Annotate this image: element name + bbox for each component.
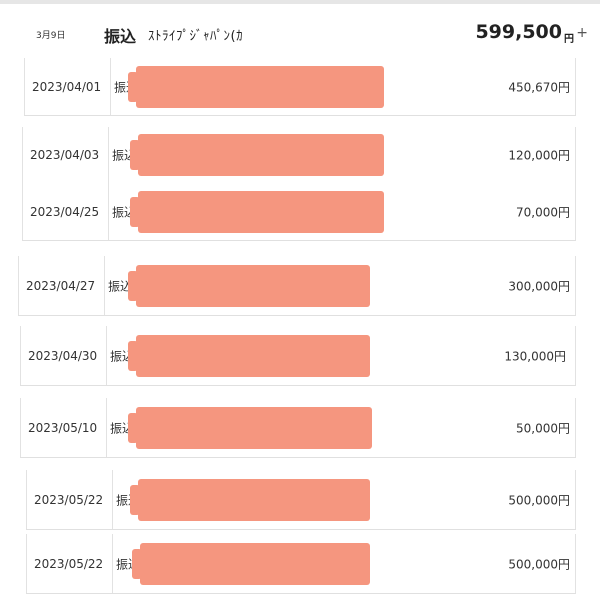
row-border <box>26 470 27 530</box>
transaction-amount: 130,000円 <box>504 349 566 364</box>
row-divider <box>26 593 576 594</box>
expand-icon[interactable]: + <box>576 25 588 41</box>
row-divider <box>20 385 576 386</box>
row-border <box>575 398 576 458</box>
row-divider <box>22 240 576 241</box>
transaction-row[interactable]: 2023/04/03 振込 120,000円 <box>22 127 576 183</box>
row-separator <box>110 58 111 116</box>
transaction-date: 2023/04/30 <box>28 349 98 363</box>
row-border <box>575 470 576 530</box>
row-separator <box>106 398 107 458</box>
transaction-header[interactable]: 3月9日 振込 ｽﾄﾗｲﾌﾟｼﾞｬﾊﾟﾝ(ｶ 599,500 円 + <box>0 14 600 54</box>
redaction-mark <box>130 134 384 176</box>
transaction-amount: 50,000円 <box>515 421 570 436</box>
row-border <box>20 398 21 458</box>
row-divider <box>20 457 576 458</box>
transaction-date: 2023/04/03 <box>30 148 100 162</box>
transaction-row[interactable]: 2023/04/25 振込 70,000円 <box>22 183 576 241</box>
row-separator <box>104 256 105 316</box>
row-border <box>575 183 576 241</box>
redaction-mark <box>132 543 370 585</box>
transaction-date: 2023/05/22 <box>34 493 104 507</box>
row-border <box>22 127 23 183</box>
transaction-amount: 500,000円 <box>508 493 570 508</box>
header-currency: 円 <box>564 34 574 45</box>
redaction-mark <box>130 191 384 233</box>
row-border <box>22 183 23 241</box>
header-type: 振込 <box>104 27 137 46</box>
row-separator <box>112 470 113 530</box>
transaction-row[interactable]: 2023/05/10 振込 50,000円 <box>20 398 576 458</box>
redaction-mark <box>128 335 370 377</box>
row-border <box>575 256 576 316</box>
row-separator <box>108 127 109 183</box>
transaction-date: 2023/05/22 <box>34 557 104 571</box>
row-divider <box>18 315 576 316</box>
transaction-row[interactable]: 2023/04/01 振込 450,670円 <box>24 58 576 116</box>
header-amount: 599,500 <box>475 21 562 43</box>
row-separator <box>112 534 113 594</box>
transaction-amount: 300,000円 <box>508 279 570 294</box>
row-border <box>26 534 27 594</box>
redaction-mark <box>128 265 370 307</box>
transaction-amount: 70,000円 <box>515 205 570 220</box>
transaction-row[interactable]: 2023/05/22 振込 500,000円 <box>26 534 576 594</box>
transaction-amount: 450,670円 <box>508 80 570 95</box>
transaction-amount: 500,000円 <box>508 557 570 572</box>
row-separator <box>106 326 107 386</box>
transaction-amount: 120,000円 <box>508 148 570 163</box>
transaction-row[interactable]: 2023/04/30 振込 130,000円 <box>20 326 576 386</box>
row-border <box>575 58 576 116</box>
transaction-row[interactable]: 2023/05/22 振込 500,000円 <box>26 470 576 530</box>
transaction-type: 振込 <box>108 279 133 294</box>
redaction-mark <box>128 407 372 449</box>
row-border <box>575 326 576 386</box>
row-border <box>24 58 25 116</box>
transaction-date: 2023/04/01 <box>32 80 102 94</box>
row-separator <box>108 183 109 241</box>
transaction-date: 2023/05/10 <box>28 421 98 435</box>
row-divider <box>24 115 576 116</box>
row-divider <box>26 529 576 530</box>
redaction-mark <box>130 479 370 521</box>
row-border <box>575 127 576 183</box>
top-divider <box>0 0 600 4</box>
transaction-date: 2023/04/27 <box>26 279 96 293</box>
row-border <box>18 256 19 316</box>
redaction-mark <box>128 66 384 108</box>
transaction-date: 2023/04/25 <box>30 205 100 219</box>
row-border <box>575 534 576 594</box>
header-date: 3月9日 <box>36 31 66 41</box>
row-border <box>20 326 21 386</box>
header-payee: ｽﾄﾗｲﾌﾟｼﾞｬﾊﾟﾝ(ｶ <box>148 29 244 44</box>
transaction-row[interactable]: 2023/04/27 振込 300,000円 <box>18 256 576 316</box>
